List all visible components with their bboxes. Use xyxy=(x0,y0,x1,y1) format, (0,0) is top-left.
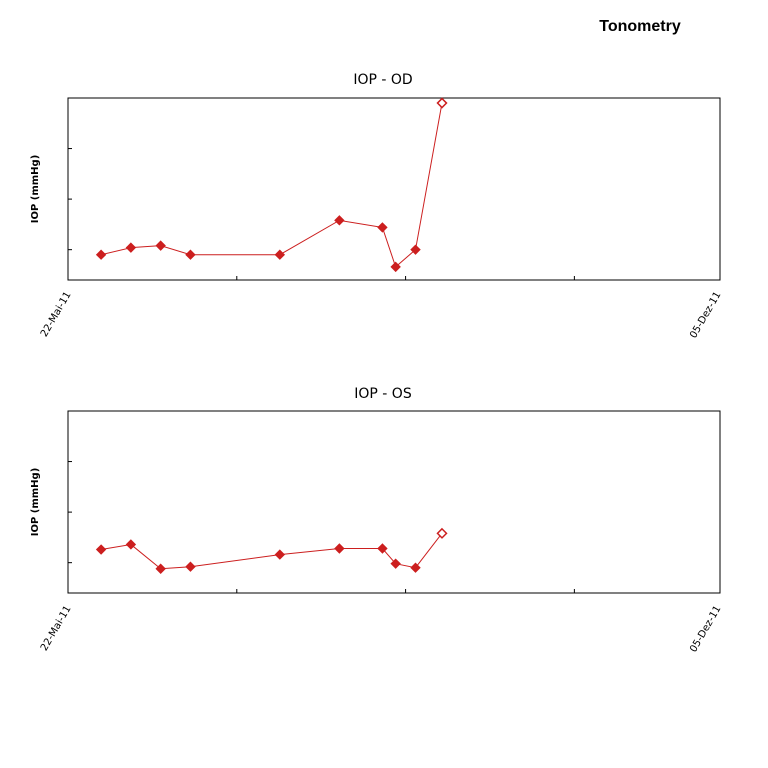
data-point xyxy=(185,249,196,260)
data-point xyxy=(334,215,345,226)
data-point xyxy=(377,543,388,554)
data-point xyxy=(410,244,421,255)
chart-iop-os: IOP - OS IOP (mmHg) 22-Mai-11 05-Dez-11 xyxy=(30,386,724,654)
data-point xyxy=(436,97,448,109)
data-point xyxy=(155,563,166,574)
x-tick-label-start: 22-Mai-11 xyxy=(39,290,74,339)
plot-frame xyxy=(67,410,721,594)
plot-frame xyxy=(67,97,721,281)
data-point xyxy=(125,539,137,550)
chart-title: IOP - OS xyxy=(354,386,412,402)
series-line xyxy=(100,102,443,268)
data-point xyxy=(95,249,107,260)
x-tick-label-start: 22-Mai-11 xyxy=(39,604,74,653)
y-axis-label: IOP (mmHg) xyxy=(30,155,41,224)
data-point xyxy=(95,544,107,555)
data-point xyxy=(274,549,286,560)
data-point xyxy=(334,543,345,554)
data-point xyxy=(436,527,448,539)
data-point xyxy=(377,222,388,233)
data-point xyxy=(410,562,421,573)
data-point xyxy=(185,561,196,572)
data-point xyxy=(390,261,401,273)
data-point xyxy=(155,240,166,251)
chart-title: IOP - OD xyxy=(353,72,412,88)
data-point xyxy=(274,249,286,260)
report-title: Tonometry xyxy=(599,18,681,35)
x-tick-label-end: 05-Dez-11 xyxy=(688,604,723,654)
y-axis-label: IOP (mmHg) xyxy=(30,468,41,537)
series-line xyxy=(101,533,443,570)
x-tick-label-end: 05-Dez-11 xyxy=(688,290,723,340)
chart-iop-od: IOP - OD IOP (mmHg) 22-Mai-11 05-Dez-11 xyxy=(30,72,724,340)
data-point xyxy=(125,242,137,253)
data-point xyxy=(390,558,401,569)
